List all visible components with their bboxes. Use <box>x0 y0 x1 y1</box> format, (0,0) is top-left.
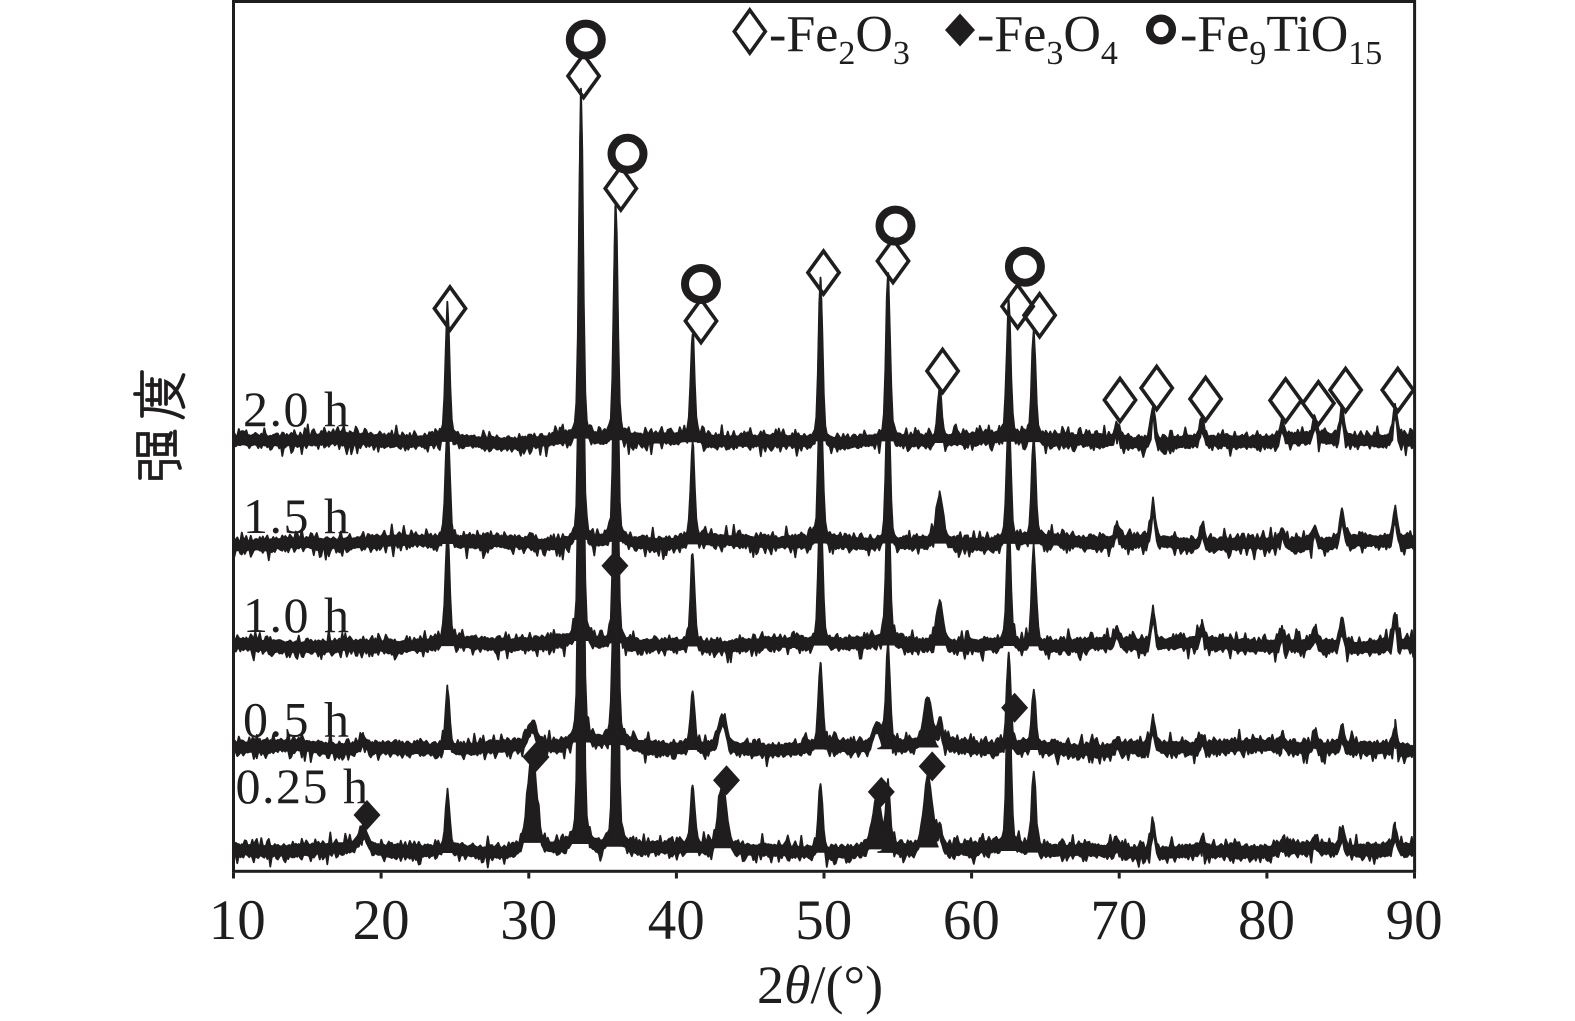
svg-text:90: 90 <box>1386 889 1443 952</box>
svg-text:-Fe2O3: -Fe2O3 <box>769 6 910 72</box>
svg-text:1.5 h: 1.5 h <box>243 488 351 544</box>
svg-text:0.5 h: 0.5 h <box>243 692 351 748</box>
svg-text:-Fe3O4: -Fe3O4 <box>977 6 1118 72</box>
svg-text:60: 60 <box>943 889 1000 952</box>
svg-text:10: 10 <box>209 889 266 952</box>
svg-text:2.0 h: 2.0 h <box>243 381 351 437</box>
svg-text:70: 70 <box>1090 889 1147 952</box>
svg-text:0.25 h: 0.25 h <box>236 758 370 814</box>
svg-text:30: 30 <box>500 889 557 952</box>
svg-text:80: 80 <box>1238 889 1295 952</box>
svg-text:40: 40 <box>648 889 705 952</box>
svg-text:20: 20 <box>353 889 410 952</box>
svg-text:50: 50 <box>795 889 852 952</box>
svg-text:1.0 h: 1.0 h <box>243 587 351 643</box>
svg-text:2θ/(°): 2θ/(°) <box>757 955 883 1015</box>
